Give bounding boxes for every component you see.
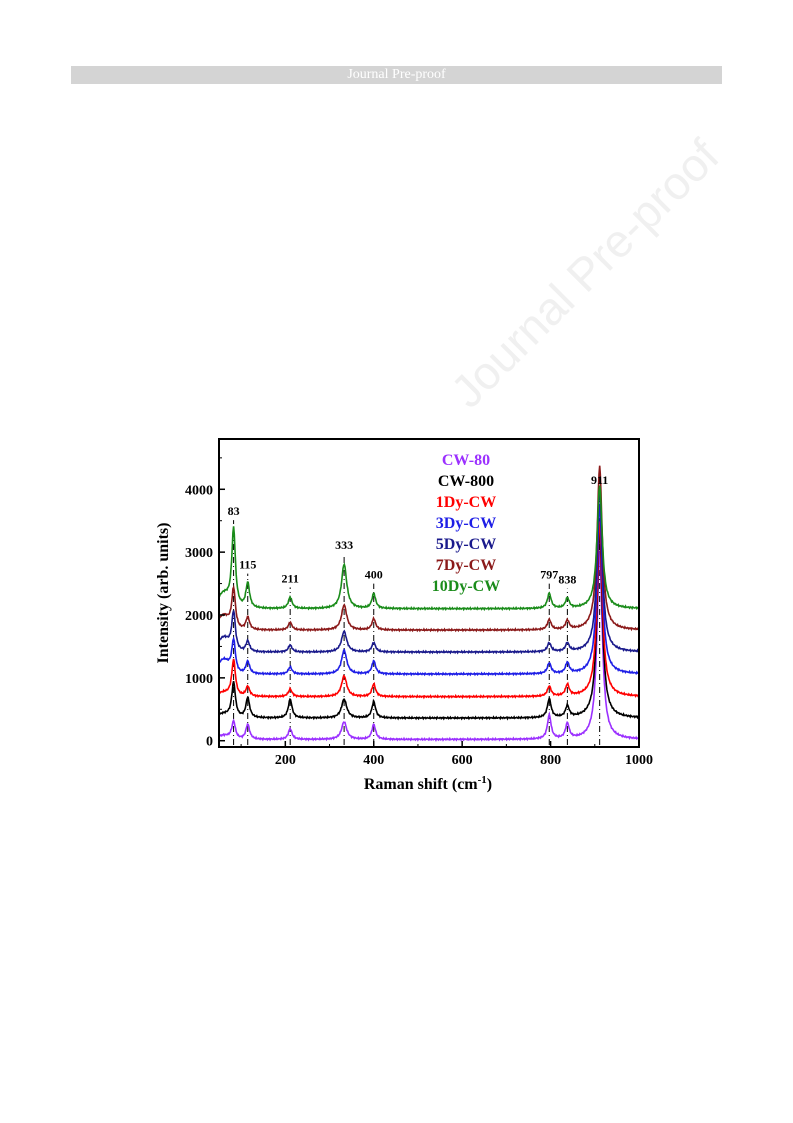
x-tick-label-600: 600 xyxy=(452,753,473,768)
peak-label-115: 115 xyxy=(239,558,256,572)
series-10dy-cw-line xyxy=(218,485,640,612)
x-tick-label-800: 800 xyxy=(540,753,561,768)
raman-chart: 200 400 600 800 1000 0 1000 2000 3000 4000 83 115 2… xyxy=(146,432,659,798)
peak-label-797: 797 xyxy=(540,568,558,582)
legend-entry-cw-800: CW-800 xyxy=(438,473,494,490)
y-tick-label-1000: 1000 xyxy=(185,672,213,687)
legend-entry-1dy-cw: 1Dy-CW xyxy=(436,494,496,511)
x-tick-label-400: 400 xyxy=(363,753,384,768)
plot-frame xyxy=(218,438,640,748)
series-cw-800-line xyxy=(218,529,639,721)
series-5dy-cw-line xyxy=(218,488,640,655)
peak-label-333: 333 xyxy=(335,538,353,552)
x-tick-label-200: 200 xyxy=(275,753,296,768)
peak-label-211: 211 xyxy=(282,571,299,585)
peak-label-400: 400 xyxy=(365,568,383,582)
peak-label-838: 838 xyxy=(558,573,576,587)
y-tick-label-0: 0 xyxy=(206,735,213,750)
x-tick-label-1000: 1000 xyxy=(625,753,653,768)
series-3dy-cw-line xyxy=(218,504,640,677)
peak-label-911: 911 xyxy=(591,473,608,487)
legend-entry-10dy-cw: 10Dy-CW xyxy=(432,578,500,595)
legend-entry-5dy-cw: 5Dy-CW xyxy=(436,536,496,553)
preproof-watermark: Journal Pre-proof xyxy=(440,129,729,418)
series-cw-80-line xyxy=(218,550,640,742)
series-7dy-cw-line xyxy=(218,465,640,633)
series-1dy-cw-line xyxy=(218,521,640,700)
raman-figure: 200 400 600 800 1000 0 1000 2000 3000 4000 83 115 2… xyxy=(146,432,659,798)
y-axis-label: Intensity (arb. units) xyxy=(155,523,172,664)
y-tick-label-4000: 4000 xyxy=(185,483,213,498)
legend-entry-3dy-cw: 3Dy-CW xyxy=(436,515,496,532)
x-axis-label: Raman shift (cm-1) xyxy=(364,774,492,793)
peak-label-83: 83 xyxy=(228,504,240,518)
y-tick-label-2000: 2000 xyxy=(185,609,213,624)
legend-entry-cw-80: CW-80 xyxy=(442,452,490,469)
y-tick-label-3000: 3000 xyxy=(185,546,213,561)
legend-entry-7dy-cw: 7Dy-CW xyxy=(436,557,496,574)
journal-preproof-banner: Journal Pre-proof xyxy=(71,66,722,84)
